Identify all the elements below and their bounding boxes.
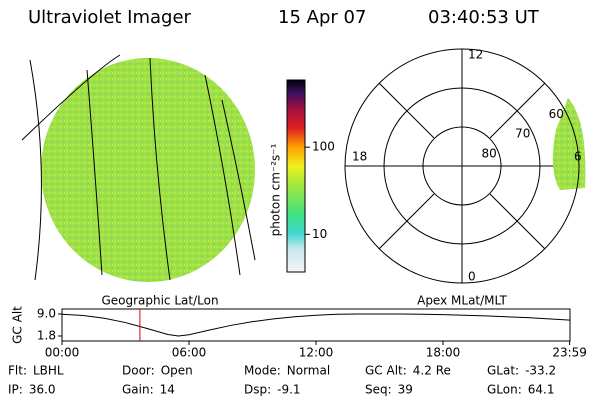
image-caption: Geographic Lat/Lon — [101, 294, 218, 308]
footer-label: IP: — [8, 383, 23, 397]
footer-value: 39 — [398, 383, 413, 397]
footer-label: Flt: — [8, 364, 27, 378]
altitude-line — [61, 313, 571, 337]
x-tick-label: 23:59 — [552, 346, 587, 360]
footer-value: 4.2 Re — [413, 364, 451, 378]
orbit-frame — [61, 308, 571, 342]
mlat-ring — [344, 48, 580, 284]
footer-value: Open — [161, 364, 193, 378]
uv-image — [21, 54, 256, 282]
footer-label: GLat: — [487, 364, 519, 378]
footer-label: GLon: — [487, 383, 522, 397]
footer-value: 64.1 — [528, 383, 555, 397]
footer-label: Gain: — [122, 383, 154, 397]
mlat-label: 60 — [549, 107, 564, 121]
footer-value: 14 — [160, 383, 175, 397]
footer-value: -33.2 — [525, 364, 556, 378]
mlat-label: 70 — [515, 127, 530, 141]
colorbar-tick-label: 100 — [312, 140, 335, 154]
time: 03:40:53 UT — [428, 7, 540, 28]
x-tick-label: 00:00 — [45, 346, 80, 360]
footer-label: Mode: — [244, 364, 281, 378]
mlt-label: 0 — [468, 270, 476, 284]
footer-label: Seq: — [365, 383, 392, 397]
colorbar-label: photon cm⁻²s⁻¹ — [269, 143, 283, 236]
footer-label: Dsp: — [244, 383, 271, 397]
footer-value: Normal — [287, 364, 330, 378]
colorbar — [286, 79, 306, 273]
colorbar-tick-label: 10 — [312, 227, 327, 241]
footer-label: Door: — [122, 364, 155, 378]
polar-plot — [345, 49, 586, 283]
mlt-label: 18 — [352, 150, 367, 164]
footer-value: -9.1 — [277, 383, 300, 397]
orbit-ylabel: GC Alt — [11, 306, 25, 344]
mlat-label: 80 — [482, 147, 497, 161]
mlat-ring — [422, 126, 502, 206]
polar-caption: Apex MLat/MLT — [417, 294, 507, 308]
mlt-label: 6 — [574, 150, 582, 164]
mlat-ring — [383, 87, 541, 245]
y-tick-label: 1.8 — [37, 329, 56, 343]
footer-value: 36.0 — [29, 383, 56, 397]
y-tick-label: 9.0 — [37, 307, 56, 321]
date: 15 Apr 07 — [278, 7, 366, 28]
footer-value: LBHL — [33, 364, 64, 378]
footer-label: GC Alt: — [365, 364, 407, 378]
x-tick-label: 12:00 — [299, 346, 334, 360]
instrument-title: Ultraviolet Imager — [28, 7, 192, 28]
x-tick-label: 06:00 — [172, 346, 207, 360]
x-tick-label: 18:00 — [426, 346, 461, 360]
mlt-label: 12 — [468, 48, 483, 62]
